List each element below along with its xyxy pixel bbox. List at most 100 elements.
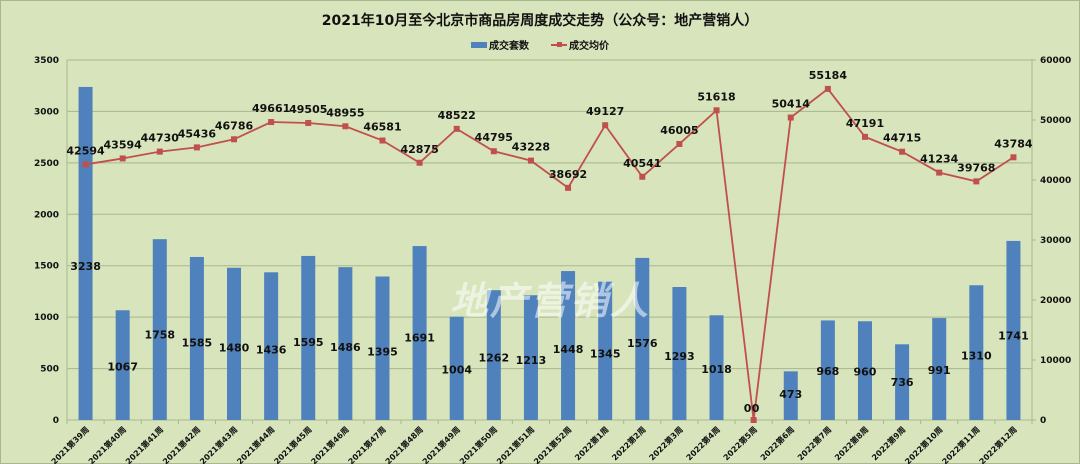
line-value-label: 39768	[957, 161, 995, 174]
right-axis-tick: 30000	[1040, 236, 1071, 246]
bar-value-label: 1067	[107, 361, 138, 374]
bar	[820, 320, 835, 420]
category-label: 2021第42周	[160, 424, 202, 464]
line-value-label: 42875	[400, 143, 438, 156]
line-marker	[973, 178, 980, 185]
bar-value-label: 1018	[701, 363, 732, 376]
left-axis-tick: 3000	[34, 107, 59, 117]
bar-value-label: 1436	[256, 344, 287, 357]
line-marker	[787, 114, 794, 121]
line-value-label: 43784	[994, 137, 1033, 150]
category-label: 2021第45周	[272, 424, 314, 464]
category-label: 2022第3周	[647, 424, 685, 462]
line-value-label: 49661	[252, 102, 290, 115]
line-value-label: 46786	[215, 119, 254, 132]
bar	[932, 318, 947, 420]
bar	[264, 272, 279, 420]
line-marker	[305, 119, 312, 126]
right-axis-tick: 0	[1040, 416, 1046, 426]
category-label: 2022第7周	[795, 424, 833, 462]
category-label: 2021第40周	[86, 424, 128, 464]
category-label: 2022第2周	[610, 424, 648, 462]
line-marker	[268, 119, 275, 126]
line-value-label: 49127	[586, 105, 624, 118]
bar	[857, 321, 872, 420]
category-label: 2022第8周	[832, 424, 870, 462]
bar	[523, 295, 538, 420]
bar	[635, 257, 650, 420]
legend-line-label: 成交均价	[569, 41, 609, 52]
bar-value-label: 1480	[219, 341, 250, 354]
line-marker	[453, 125, 460, 132]
left-axis-tick: 3500	[34, 56, 59, 66]
bar-value-label: 1395	[367, 345, 398, 358]
line-value-label: 50414	[772, 98, 811, 111]
bar	[189, 256, 204, 420]
category-label: 2021第46周	[309, 424, 351, 464]
bar	[375, 276, 390, 420]
bar-value-label: 991	[928, 364, 951, 377]
line-value-label: 0	[752, 402, 760, 415]
bar-value-label: 1576	[627, 337, 658, 350]
bar-value-label: 1004	[441, 364, 472, 377]
category-label: 2021第43周	[197, 424, 239, 464]
bar	[486, 290, 501, 420]
line-value-label: 40541	[623, 157, 661, 170]
bar	[115, 310, 130, 420]
line-value-label: 46581	[363, 121, 401, 134]
line-marker	[861, 133, 868, 140]
bar-value-label: 968	[816, 365, 839, 378]
bar-value-label: 1595	[293, 336, 324, 349]
left-axis-tick: 500	[40, 365, 59, 375]
line-marker	[527, 157, 534, 164]
category-label: 2021第50周	[457, 424, 499, 464]
bar-value-label: 1691	[404, 332, 435, 345]
bar	[338, 267, 353, 420]
bar-value-label: 1741	[998, 329, 1029, 342]
line-marker	[602, 122, 609, 129]
chart-legend: 成交套数 成交均价	[0, 37, 1080, 52]
bar	[783, 371, 798, 420]
bar	[709, 315, 724, 420]
bar	[152, 239, 167, 420]
category-label: 2021第48周	[383, 424, 425, 464]
bar	[672, 287, 687, 420]
category-label: 2021第39周	[49, 424, 91, 464]
line-value-label: 44715	[883, 132, 921, 145]
bar	[895, 344, 910, 420]
line-value-label: 43594	[104, 138, 143, 151]
category-label: 2021第52周	[531, 424, 573, 464]
line-value-label: 44730	[141, 132, 180, 145]
bar-value-label: 1585	[182, 337, 213, 350]
left-axis-tick: 1000	[34, 313, 59, 323]
bar	[598, 281, 613, 420]
line-marker	[342, 123, 349, 130]
price-line	[85, 87, 1014, 421]
bar-value-label: 3238	[70, 260, 101, 273]
line-value-label: 43228	[512, 141, 550, 154]
line-marker	[824, 85, 831, 92]
bar-value-label: 1486	[330, 341, 361, 354]
legend-item-line: 成交均价	[551, 37, 609, 52]
left-axis-tick: 2500	[34, 159, 59, 169]
line-value-label: 51618	[697, 90, 735, 103]
bar-value-label: 960	[853, 366, 876, 379]
line-value-label: 48955	[326, 106, 364, 119]
line-value-label: 46005	[660, 124, 698, 137]
category-label: 2022第4周	[684, 424, 722, 462]
line-value-label: 38692	[549, 168, 587, 181]
left-axis-tick: 0	[53, 416, 59, 426]
right-axis-tick: 10000	[1040, 356, 1071, 366]
chart-title: 2021年10月至今北京市商品房周度成交走势（公众号：地产营销人）	[321, 13, 759, 29]
left-axis-tick: 1500	[34, 262, 59, 272]
line-marker	[676, 140, 683, 147]
bar-value-label: 0	[744, 402, 752, 415]
bar	[78, 86, 93, 420]
bar-value-label: 1310	[961, 349, 992, 362]
line-marker	[899, 148, 906, 155]
category-label: 2022第10周	[903, 424, 945, 464]
bar-value-label: 1345	[590, 348, 621, 361]
line-marker-icon	[551, 42, 567, 48]
line-value-label: 48522	[438, 109, 476, 122]
